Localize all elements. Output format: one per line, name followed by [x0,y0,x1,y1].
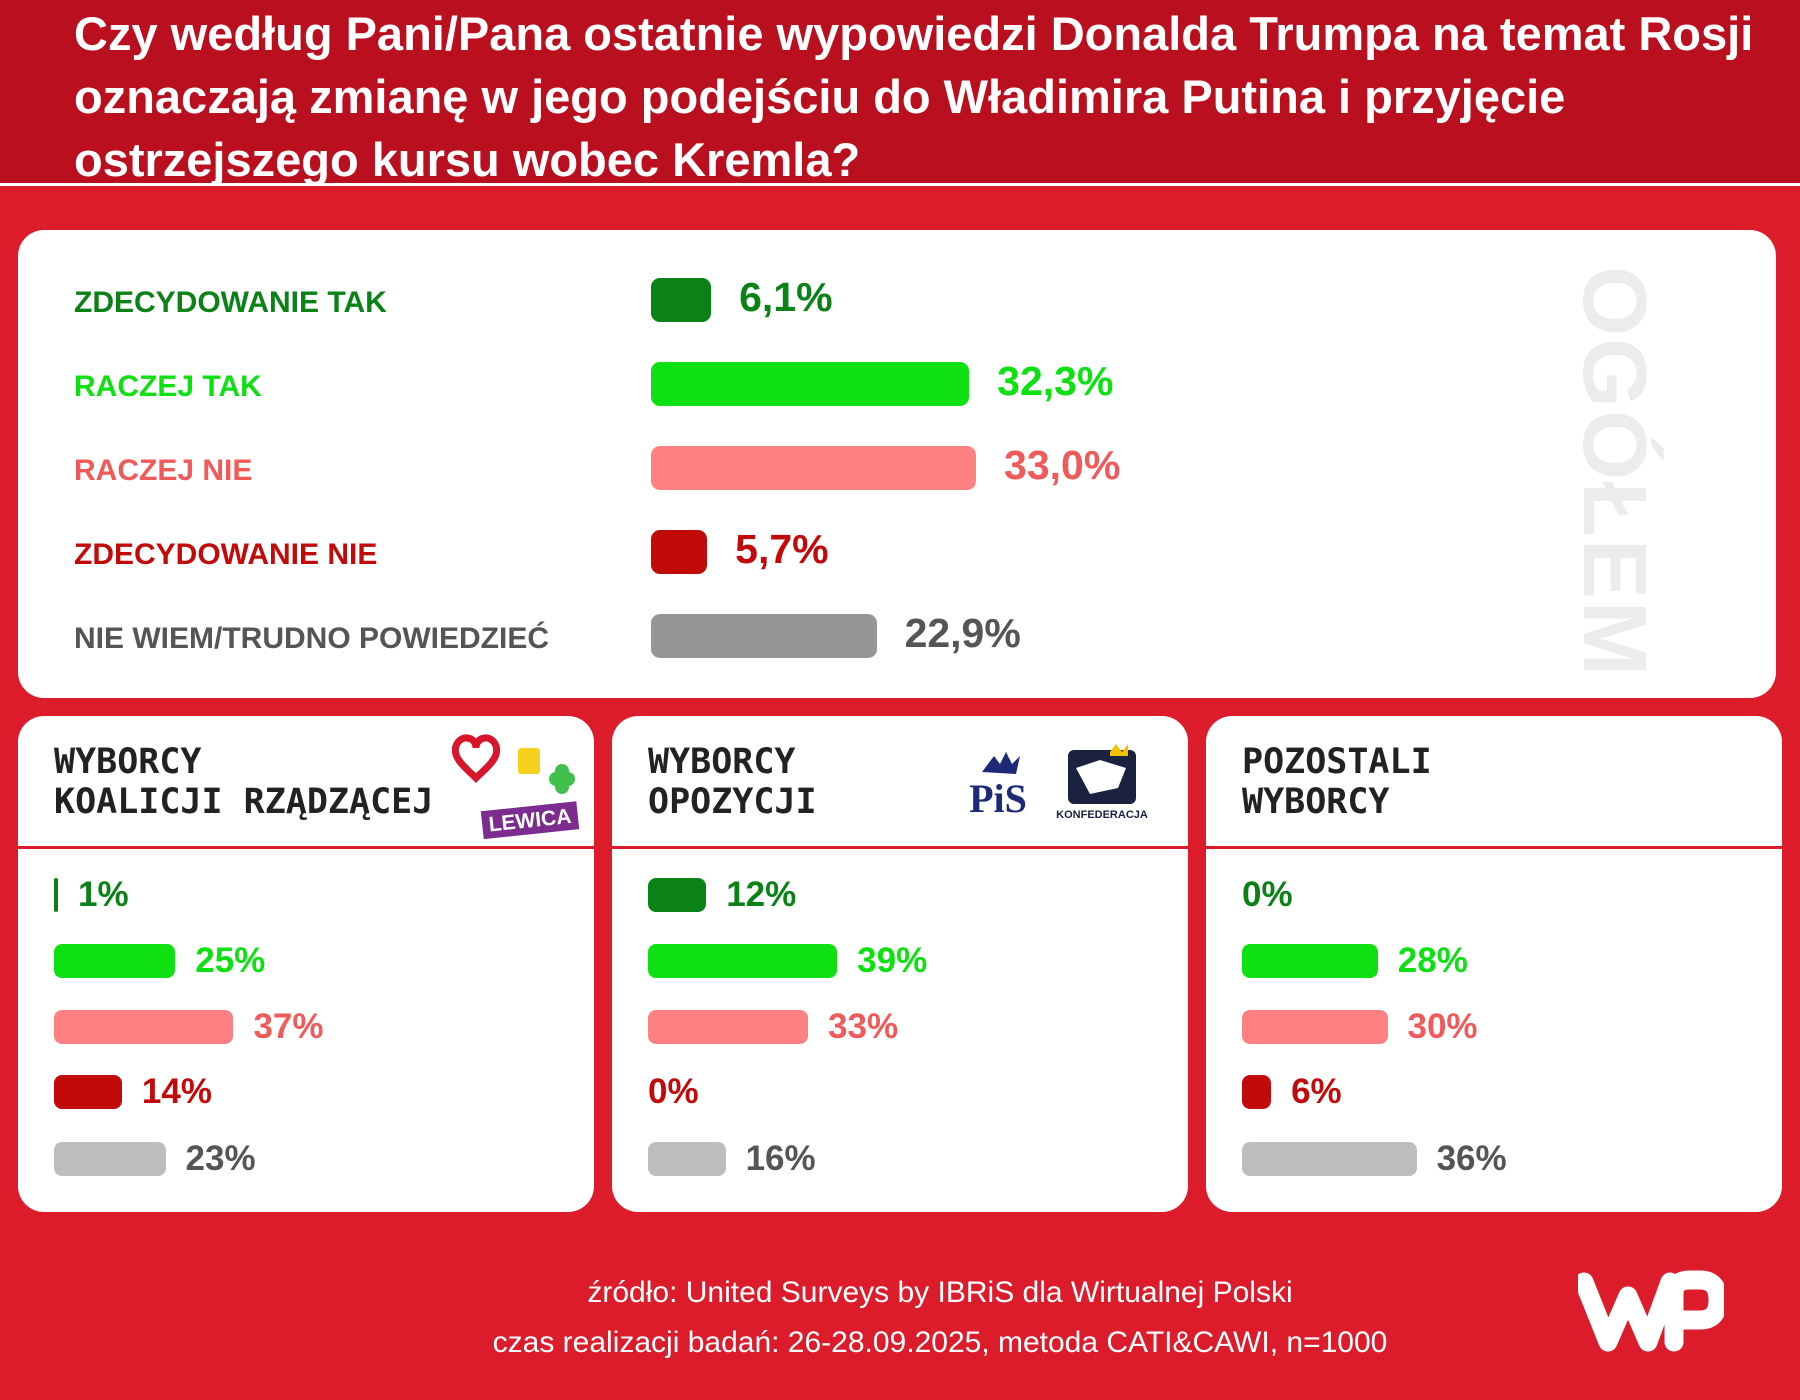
wp-logo-icon [1578,1270,1724,1352]
panel-divider [18,846,594,849]
other-voters-panel: POZOSTALI WYBORCY 0% 28% 30% 6% 36% [1206,716,1782,1212]
group-value-zdecydowanie-tak: 0% [1242,875,1293,914]
group-value-nie-wiem: 16% [745,1139,816,1178]
group-bar-nie-wiem [648,1142,726,1176]
overall-bar-raczej-tak [651,362,970,406]
panel-divider [1206,846,1782,849]
overall-value-zdecydowanie-nie: 5,7% [735,526,829,572]
konfederacja-logo-text: KONFEDERACJA [1056,809,1148,821]
overall-bar-zdecydowanie-nie [651,530,708,574]
group-bar-raczej-nie [1242,1010,1388,1044]
other-voters-title: POZOSTALI WYBORCY [1242,742,1432,822]
group-bar-zdecydowanie-nie [1242,1075,1272,1109]
group-bar-raczej-nie [648,1010,809,1044]
group-value-zdecydowanie-tak: 12% [726,875,797,914]
overall-value-raczej-nie: 33,0% [1004,442,1121,488]
overall-chart-panel: ZDECYDOWANIE TAK RACZEJ TAK RACZEJ NIE ZDEC… [18,230,1776,698]
overall-bar-raczej-nie [651,446,977,490]
group-bar-nie-wiem [1242,1142,1417,1176]
footer-source: źródło: United Surveys by IBRiS dla Wirt… [587,1276,1293,1309]
group-bar-raczej-nie [54,1010,234,1044]
group-value-nie-wiem: 36% [1436,1139,1507,1178]
group-bar-nie-wiem [54,1142,166,1176]
category-label-raczej-nie: RACZEJ NIE [74,454,253,487]
coalition-voters-title: WYBORCY KOALICJI RZĄDZĄCEJ [54,742,434,822]
pis-logo-text: PiS [969,776,1027,821]
group-value-raczej-tak: 28% [1397,941,1468,980]
category-label-nie-wiem: NIE WIEM/TRUDNO POWIEDZIEĆ [74,622,549,655]
konfederacja-eagle-icon [1076,760,1126,794]
coalition-voters-panel: WYBORCY KOALICJI RZĄDZĄCEJ LEWICA 1% 25% 3… [18,716,594,1212]
group-value-raczej-nie: 33% [828,1007,899,1046]
overall-value-nie-wiem: 22,9% [904,610,1021,656]
overall-value-raczej-tak: 32,3% [997,358,1114,404]
opposition-voters-title: WYBORCY OPOZYCJI [648,742,817,822]
group-bar-zdecydowanie-tak [648,878,707,912]
group-value-zdecydowanie-nie: 14% [141,1072,212,1111]
group-value-raczej-nie: 30% [1407,1007,1478,1046]
coalition-logos: LEWICA [451,730,594,840]
category-label-zdecydowanie-tak: ZDECYDOWANIE TAK [74,286,387,319]
header-band: Czy według Pani/Pana ostatnie wypowiedzi… [0,0,1800,186]
group-bar-zdecydowanie-nie [54,1075,122,1109]
group-bar-raczej-tak [1242,944,1378,978]
group-bar-raczej-tak [54,944,176,978]
group-value-raczej-nie: 37% [253,1007,324,1046]
overall-chart-title: OGÓŁEM [1564,266,1664,678]
trzecia-droga-logo-icon [518,748,540,774]
opposition-logos: PiS KONFEDERACJA [950,738,1150,838]
survey-question: Czy według Pani/Pana ostatnie wypowiedzi… [74,7,1754,186]
group-value-zdecydowanie-tak: 1% [78,875,129,914]
group-value-nie-wiem: 23% [185,1139,256,1178]
overall-bar-nie-wiem [651,614,877,658]
group-value-raczej-tak: 25% [195,941,266,980]
opposition-voters-panel: WYBORCY OPOZYCJI PiS KONFEDERACJA 12% 39%… [612,716,1188,1212]
group-value-zdecydowanie-nie: 6% [1291,1072,1342,1111]
group-value-raczej-tak: 39% [857,941,928,980]
category-label-raczej-tak: RACZEJ TAK [74,370,262,403]
group-value-zdecydowanie-nie: 0% [648,1072,699,1111]
footer-meta: czas realizacji badań: 26-28.09.2025, me… [492,1326,1388,1359]
heart-logo-icon [451,734,501,783]
group-bar-raczej-tak [648,944,838,978]
category-label-zdecydowanie-nie: ZDECYDOWANIE NIE [74,538,378,571]
overall-value-zdecydowanie-tak: 6,1% [739,274,833,320]
overall-bar-zdecydowanie-tak [651,278,712,322]
pis-eagle-icon [982,752,1020,774]
group-bar-zdecydowanie-tak [54,878,58,912]
panel-divider [612,846,1188,849]
